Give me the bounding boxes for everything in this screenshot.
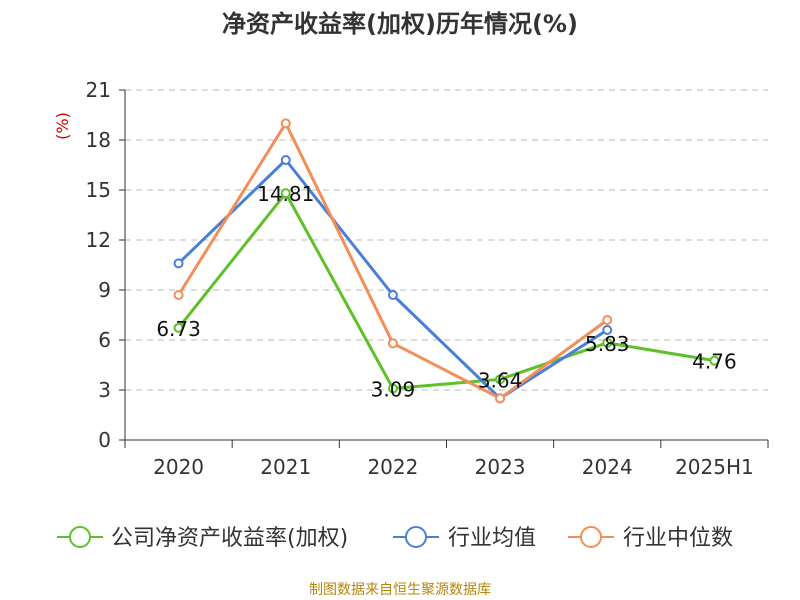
x-tick-label: 2021 [260, 455, 311, 479]
y-tick-label: 6 [98, 328, 111, 352]
legend-marker [405, 526, 427, 548]
data-point [173, 258, 184, 269]
x-tick-label: 2024 [582, 455, 633, 479]
data-labels: 6.73 14.81 3.09 3.64 5.83 4.76 [156, 182, 736, 401]
series-line [177, 158, 609, 400]
legend-label: 公司净资产收益率(加权) [111, 526, 348, 551]
data-point [602, 337, 613, 348]
data-label: 3.64 [478, 368, 523, 392]
data-point [387, 383, 398, 394]
series-line [177, 121, 609, 400]
data-point [387, 290, 398, 300]
y-axis-label: (%) [53, 112, 72, 140]
data-point [602, 315, 613, 325]
y-tick-label: 18 [86, 128, 111, 152]
data-point [495, 374, 506, 385]
x-tick-label: 2022 [367, 455, 418, 479]
data-point [280, 155, 291, 165]
source-note: 制图数据来自恒生聚源数据库 [309, 582, 491, 598]
x-tick-label: 2025H1 [675, 455, 754, 479]
data-point [280, 188, 291, 199]
legend-label: 行业中位数 [623, 526, 733, 551]
series-line [177, 191, 715, 390]
data-label: 5.83 [585, 332, 630, 356]
data-label: 3.09 [371, 378, 416, 402]
series-group [173, 118, 720, 404]
axes: 0 3 6 9 12 15 18 21 2020 2021 2022 2023 2024 2025H1 [86, 78, 769, 479]
y-tick-label: 21 [86, 78, 111, 102]
legend-label: 行业均值 [448, 526, 536, 551]
y-tick-label: 9 [98, 278, 111, 302]
data-label: 4.76 [692, 350, 737, 374]
x-tick-label: 2020 [153, 455, 204, 479]
data-label: 14.81 [257, 182, 314, 206]
legend-marker [69, 526, 91, 548]
data-point [495, 393, 506, 404]
y-tick-label: 3 [98, 378, 111, 402]
data-label: 6.73 [156, 317, 201, 341]
legend: 公司净资产收益率(加权) 行业均值 行业中位数 [57, 526, 733, 551]
y-tick-label: 15 [86, 178, 111, 202]
data-point [280, 118, 291, 129]
data-point [173, 322, 184, 333]
data-point [709, 355, 720, 366]
grid [125, 89, 768, 391]
x-tick-label: 2023 [475, 455, 526, 479]
chart-title: 净资产收益率(加权)历年情况(%) [222, 10, 578, 38]
y-tick-label: 0 [98, 428, 111, 452]
legend-marker [580, 526, 602, 548]
data-point [602, 325, 613, 335]
y-tick-label: 12 [86, 228, 111, 252]
data-point [173, 290, 184, 300]
data-point [387, 338, 398, 349]
